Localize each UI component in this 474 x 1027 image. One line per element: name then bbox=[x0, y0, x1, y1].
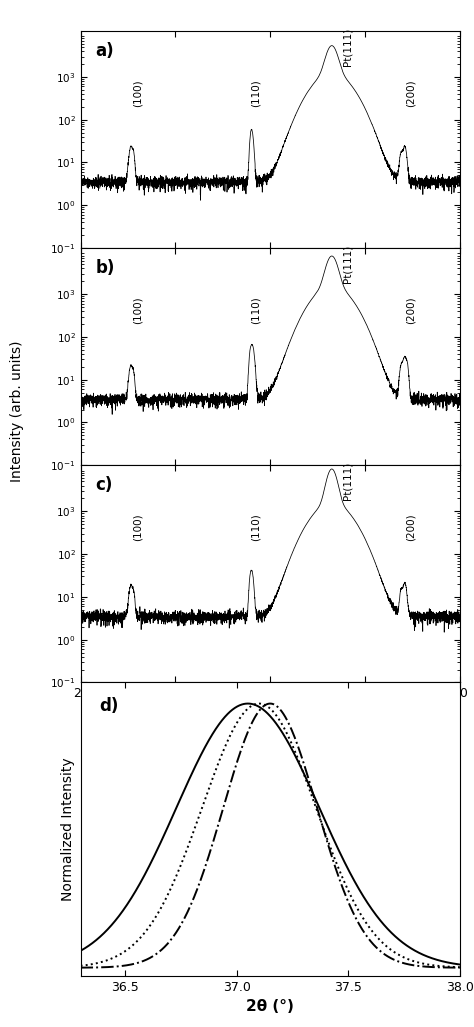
Text: (100): (100) bbox=[132, 297, 143, 325]
Text: (110): (110) bbox=[251, 514, 261, 541]
X-axis label: 2 θ (°): 2 θ (°) bbox=[244, 708, 297, 722]
Text: (110): (110) bbox=[251, 79, 261, 107]
Text: c): c) bbox=[96, 477, 113, 494]
Text: Intensity (arb. units): Intensity (arb. units) bbox=[9, 340, 24, 482]
Y-axis label: Normalized Intensity: Normalized Intensity bbox=[61, 757, 75, 901]
Text: a): a) bbox=[96, 42, 114, 60]
Text: Pt(111): Pt(111) bbox=[343, 28, 353, 66]
Text: (110): (110) bbox=[251, 297, 261, 325]
Text: b): b) bbox=[96, 259, 115, 277]
Text: (200): (200) bbox=[405, 514, 416, 541]
Text: Pt(111): Pt(111) bbox=[343, 245, 353, 283]
Text: (200): (200) bbox=[405, 297, 416, 325]
Text: (100): (100) bbox=[132, 79, 143, 107]
Text: Pt(111): Pt(111) bbox=[343, 462, 353, 500]
Text: (200): (200) bbox=[405, 79, 416, 107]
Text: d): d) bbox=[100, 697, 119, 715]
Text: (100): (100) bbox=[132, 514, 143, 541]
X-axis label: 2θ (°): 2θ (°) bbox=[246, 999, 294, 1014]
